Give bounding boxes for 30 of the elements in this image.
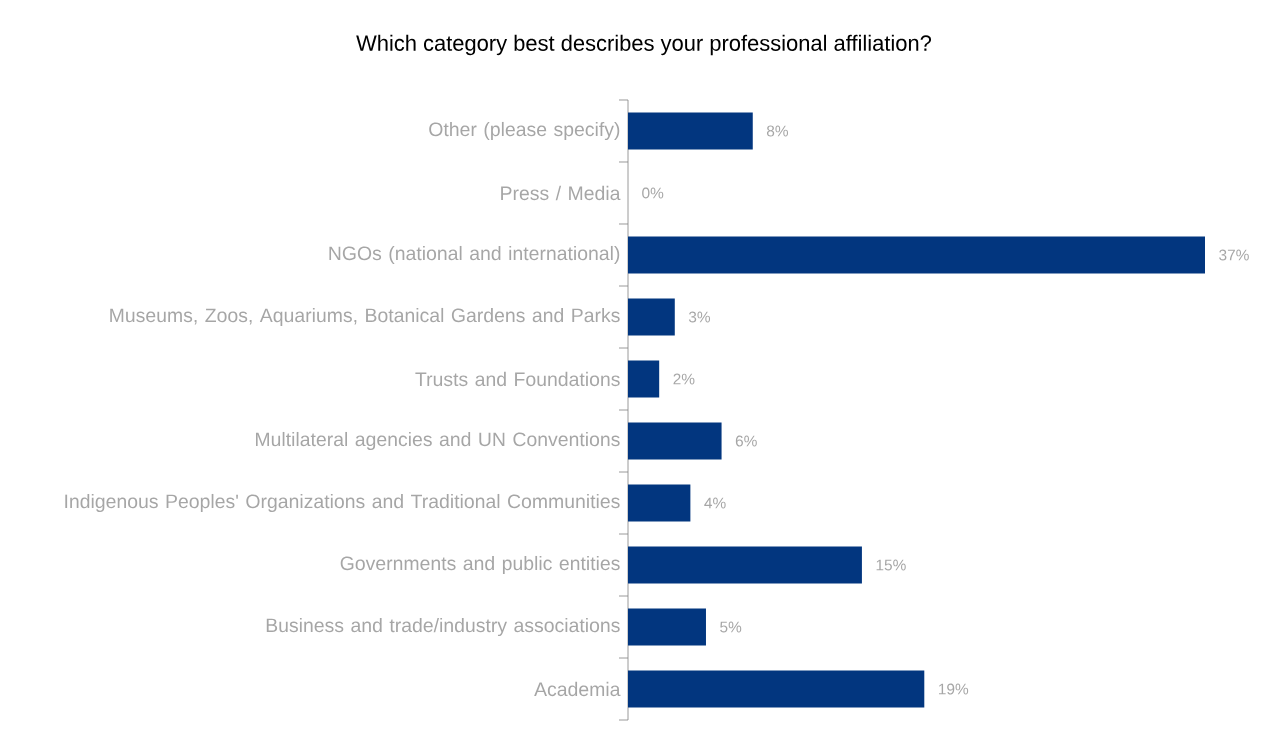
data-label: 5%: [720, 621, 742, 633]
y-tick-label: Academia: [534, 681, 621, 697]
bar: [628, 484, 691, 522]
data-label: 15%: [876, 559, 906, 571]
data-label: 37%: [1219, 249, 1249, 261]
bar: [628, 546, 862, 584]
y-tick-label: Trusts and Foundations: [415, 371, 620, 387]
bar: [628, 360, 660, 398]
y-tick-label: Multilateral agencies and UN Conventions: [256, 431, 620, 451]
chart-title: Which category best describes your professional affiliation?: [356, 34, 932, 56]
data-label: 4%: [704, 497, 726, 509]
data-label: 19%: [938, 683, 969, 695]
data-label: 2%: [673, 373, 695, 385]
data-label: 3%: [688, 311, 711, 323]
bar: [628, 298, 675, 336]
y-tick-label: Business and trade/industry associations: [266, 617, 620, 637]
y-tick-label: Governments and public entities: [340, 555, 620, 575]
data-label: 8%: [766, 125, 789, 137]
bar: [628, 422, 722, 460]
y-tick-label: Other (please specify): [429, 121, 620, 141]
bar: [628, 670, 925, 708]
y-tick-label: Press / Media: [501, 185, 621, 201]
bar: [628, 236, 1205, 274]
y-tick-label: Indigenous Peoples' Organizations and Traditional Communities: [65, 493, 620, 513]
bar: [628, 608, 706, 646]
y-tick-label: Museums, Zoos, Aquariums, Botanical Gardens and Parks: [110, 307, 620, 327]
y-tick-label: NGOs (national and international): [329, 245, 620, 265]
bar: [628, 112, 753, 150]
data-label: 0%: [642, 187, 664, 199]
data-label: 6%: [735, 435, 757, 447]
